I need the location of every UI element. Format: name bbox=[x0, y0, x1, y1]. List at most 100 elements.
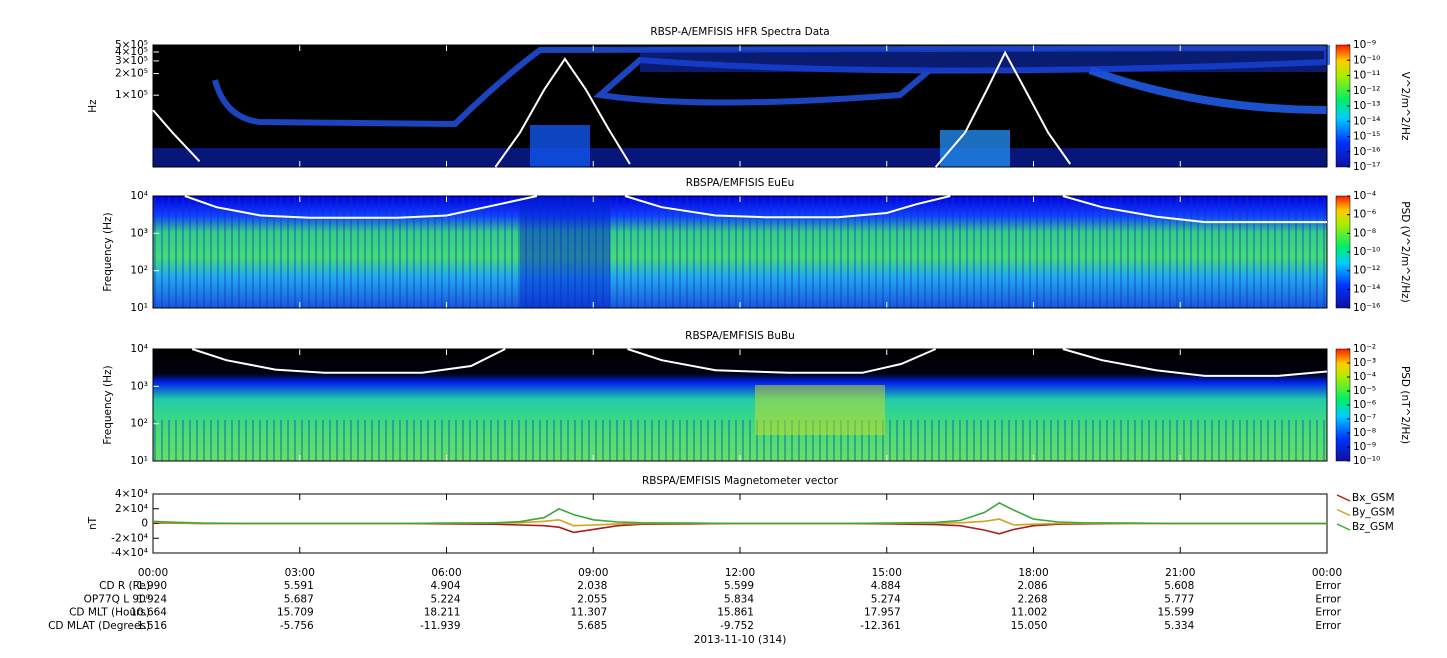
ephemeris-value: 4.884 bbox=[871, 580, 901, 592]
x-tick-label: 15:00 bbox=[872, 567, 902, 579]
colorbar-tick-label: 10⁻¹⁴ bbox=[1353, 115, 1380, 127]
panel-title: RBSPA/EMFISIS EuEu bbox=[686, 177, 795, 189]
colorbar-tick-label: 10⁻⁴ bbox=[1353, 371, 1376, 383]
ephemeris-value: 5.599 bbox=[724, 580, 754, 592]
frequency-line bbox=[191, 348, 1328, 377]
y-tick-label: 10⁴ bbox=[130, 343, 148, 355]
ephemeris-value: -5.756 bbox=[280, 620, 314, 632]
legend-label: Bx_GSM bbox=[1352, 492, 1395, 504]
ephemeris-value: 18.211 bbox=[424, 607, 461, 619]
ephemeris-value: 17.957 bbox=[864, 607, 901, 619]
y-tick-label: -4×10⁴ bbox=[111, 547, 148, 559]
plot-frame bbox=[152, 44, 1328, 168]
series-line bbox=[152, 522, 1327, 535]
frequency-line bbox=[184, 195, 1327, 224]
x-axis-label: 2013-11-10 (314) bbox=[694, 634, 787, 646]
series-line bbox=[152, 518, 1327, 527]
x-tick-label: 03:00 bbox=[285, 567, 315, 579]
frequency-line bbox=[152, 50, 1072, 168]
legend-swatch bbox=[1336, 523, 1351, 531]
ephemeris-value: 5.334 bbox=[1164, 620, 1194, 632]
ephemeris-value: 2.086 bbox=[1017, 580, 1047, 592]
ephemeris-value: Error bbox=[1315, 580, 1341, 592]
y-tick-label: 2×10⁵ bbox=[115, 68, 148, 80]
colorbar-tick-label: 10⁻⁹ bbox=[1353, 39, 1376, 51]
ephemeris-value: 2.055 bbox=[577, 593, 607, 605]
ephemeris-value: 1.990 bbox=[137, 580, 167, 592]
ephemeris-value: 5.274 bbox=[871, 593, 901, 605]
ephemeris-value: 15.709 bbox=[277, 607, 314, 619]
ephemeris-label: CD MLAT (Degrees) bbox=[48, 620, 150, 632]
legend-swatch bbox=[1336, 508, 1351, 517]
y-axis-label: Frequency (Hz) bbox=[102, 365, 114, 444]
colorbar-label: V^2/m^2/Hz bbox=[1399, 72, 1411, 141]
ephemeris-value: 2.038 bbox=[577, 580, 607, 592]
ephemeris-value: -11.939 bbox=[420, 620, 461, 632]
ephemeris-value: 1.516 bbox=[137, 620, 167, 632]
colorbar-label: PSD (nT^2/Hz) bbox=[1399, 366, 1411, 444]
colorbar-tick-label: 10⁻⁸ bbox=[1353, 427, 1376, 439]
y-tick-label: 2×10⁴ bbox=[115, 503, 148, 515]
ephemeris-value: Error bbox=[1315, 607, 1341, 619]
y-axis-label: nT bbox=[87, 516, 99, 530]
legend-label: Bz_GSM bbox=[1352, 521, 1394, 533]
ephemeris-value: 5.777 bbox=[1164, 593, 1194, 605]
ephemeris-value: Error bbox=[1315, 620, 1341, 632]
colorbar-tick-label: 10⁻¹⁶ bbox=[1353, 146, 1380, 158]
colorbar-tick-label: 10⁻¹⁰ bbox=[1353, 455, 1380, 467]
ephemeris-value: 5.687 bbox=[284, 593, 314, 605]
ephemeris-value: 15.861 bbox=[717, 607, 754, 619]
panel-title: RBSPA/EMFISIS BuBu bbox=[685, 330, 795, 342]
x-tick-label: 09:00 bbox=[578, 567, 608, 579]
ephemeris-value: 11.002 bbox=[1011, 607, 1048, 619]
ephemeris-value: 11.307 bbox=[571, 607, 608, 619]
ephemeris-value: 15.050 bbox=[1011, 620, 1048, 632]
y-tick-label: -2×10⁴ bbox=[111, 532, 148, 544]
colorbar-tick-label: 10⁻¹³ bbox=[1353, 100, 1380, 112]
ephemeris-label: CD MLT (Hours) bbox=[69, 607, 150, 619]
colorbar-tick-label: 10⁻⁴ bbox=[1353, 190, 1376, 202]
legend-label: By_GSM bbox=[1352, 507, 1395, 519]
legend-swatch bbox=[1336, 494, 1351, 502]
ephemeris-value: 5.608 bbox=[1164, 580, 1194, 592]
x-tick-label: 18:00 bbox=[1018, 567, 1048, 579]
y-tick-label: 10³ bbox=[130, 227, 148, 239]
y-tick-label: 4×10⁵ bbox=[115, 46, 148, 58]
x-tick-label: 21:00 bbox=[1165, 567, 1195, 579]
y-axis-label: Frequency (Hz) bbox=[102, 212, 114, 291]
colorbar-tick-label: 10⁻⁹ bbox=[1353, 441, 1376, 453]
y-tick-label: 10³ bbox=[130, 380, 148, 392]
y-tick-label: 4×10⁴ bbox=[115, 488, 148, 500]
y-axis-label: Hz bbox=[87, 99, 99, 113]
ephemeris-value: -12.361 bbox=[860, 620, 901, 632]
colorbar-label: PSD (V^2/m^2/Hz) bbox=[1399, 201, 1411, 302]
colorbar-tick-label: 10⁻¹⁰ bbox=[1353, 54, 1380, 66]
y-tick-label: 3×10⁵ bbox=[115, 55, 148, 67]
panel-title: RBSPA/EMFISIS Magnetometer vector bbox=[642, 475, 839, 487]
y-tick-label: 10⁴ bbox=[130, 190, 148, 202]
colorbar-tick-label: 10⁻⁵ bbox=[1353, 385, 1376, 397]
colorbar-tick-label: 10⁻¹⁴ bbox=[1353, 283, 1380, 295]
ephemeris-value: 10.664 bbox=[130, 607, 167, 619]
ephemeris-value: 5.834 bbox=[724, 593, 754, 605]
x-tick-label: 06:00 bbox=[431, 567, 461, 579]
y-tick-label: 10¹ bbox=[130, 455, 148, 467]
ephemeris-value: Error bbox=[1315, 593, 1341, 605]
ephemeris-value: 15.599 bbox=[1158, 607, 1195, 619]
colorbar-tick-label: 10⁻¹² bbox=[1353, 85, 1380, 97]
y-tick-label: 10¹ bbox=[130, 302, 148, 314]
colorbar-tick-label: 10⁻¹⁰ bbox=[1353, 246, 1380, 258]
ephemeris-label: OP77Q L 90⁰ bbox=[84, 593, 150, 605]
colorbar-tick-label: 10⁻⁶ bbox=[1353, 399, 1376, 411]
y-tick-label: 5×10⁵ bbox=[115, 39, 148, 51]
ephemeris-value: 2.268 bbox=[1017, 593, 1047, 605]
colorbar-tick-label: 10⁻⁸ bbox=[1353, 227, 1376, 239]
x-tick-label: 00:00 bbox=[138, 567, 168, 579]
colorbar-tick-label: 10⁻² bbox=[1353, 343, 1376, 355]
ephemeris-value: 1.924 bbox=[137, 593, 167, 605]
colorbar-tick-label: 10⁻¹⁶ bbox=[1353, 302, 1380, 314]
x-tick-label: 12:00 bbox=[725, 567, 755, 579]
ephemeris-value: 4.904 bbox=[430, 580, 460, 592]
y-tick-label: 1×10⁵ bbox=[115, 89, 148, 101]
